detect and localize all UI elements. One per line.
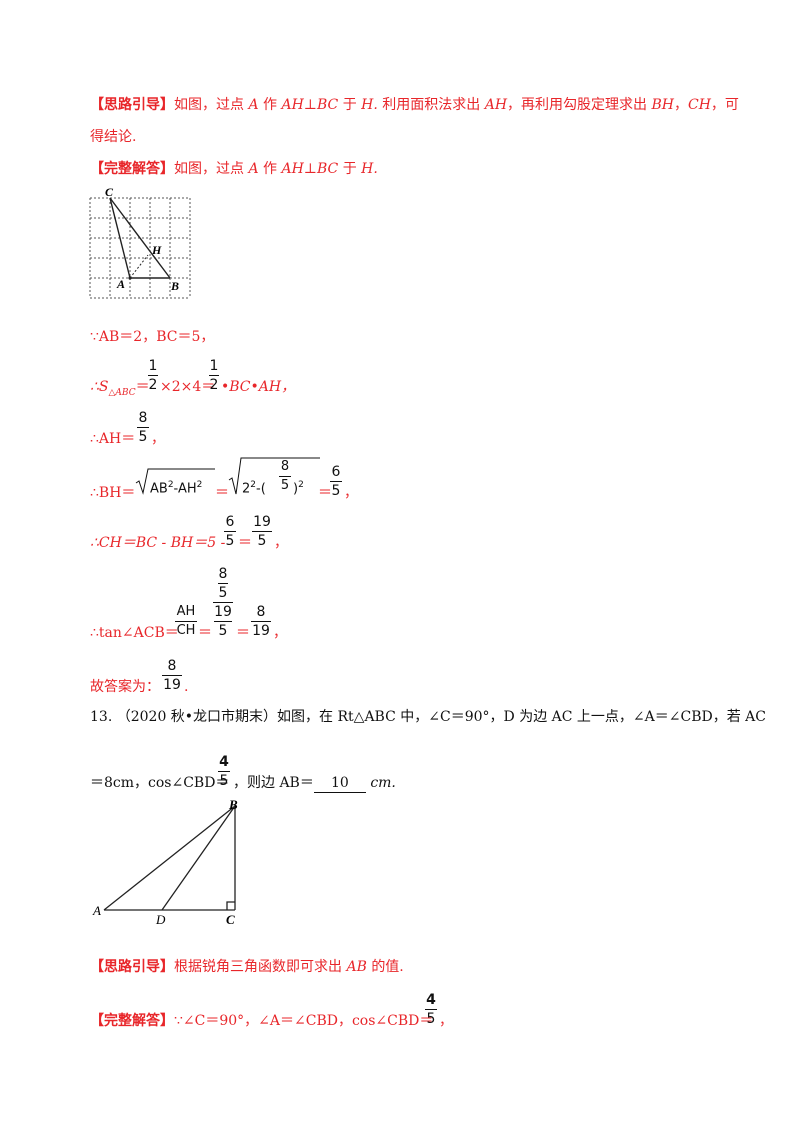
step-2-prefix: ∴S△ABC＝ [90, 379, 150, 398]
segment-cb [109, 197, 171, 279]
tri-label-d: D [155, 912, 166, 926]
question-13-line-1: 13. （2020 秋•龙口市期末）如图，在 Rt△ABC 中，∠C＝90°，D… [90, 709, 766, 725]
step-3: ∴AH＝ [90, 431, 136, 447]
tri-label-c: C [226, 912, 235, 926]
frac-ah-ch: AH CH [175, 604, 197, 638]
grid-figure: C H A B [89, 186, 191, 299]
hint-line-1: 【思路引导】如图，过点 A 作 AH⊥BC 于 H. 利用面积法求出 AH，再利… [90, 97, 739, 113]
question-13-line-2: ＝8cm，cos∠CBD＝ [90, 775, 230, 791]
segment-ah [129, 254, 149, 279]
frac-19-5-a: 19 5 [252, 514, 272, 549]
frac-8-19-a: 8 19 [251, 604, 271, 639]
segment-ca [109, 197, 131, 279]
segment-bd [161, 805, 236, 911]
step-1: ∵AB＝2，BC＝5， [90, 329, 215, 345]
step-5: ∴CH＝BC - BH＝5 - [90, 535, 226, 551]
step-6: ∴tan∠ACB＝ [90, 625, 179, 641]
radical-1 [135, 468, 215, 495]
hint-2: 【思路引导】根据锐角三角函数即可求出 AB 的值. [90, 959, 404, 975]
grid-label-h: H [151, 243, 162, 257]
grid-label-a: A [116, 277, 125, 291]
frac-complex: 8 5 19 5 [213, 566, 233, 639]
segment-ab [103, 805, 236, 911]
triangle-figure: A B C D [92, 797, 238, 926]
tri-label-b: B [228, 797, 238, 812]
answer-tag: 【完整解答】 [90, 161, 174, 177]
hint-line-2: 得结论. [90, 129, 137, 145]
step-4: ∴BH＝ [90, 485, 136, 501]
radical-2 [228, 457, 320, 495]
hint-tag: 【思路引导】 [90, 97, 174, 113]
answer-blank: 10 [313, 774, 366, 793]
tri-label-a: A [92, 903, 101, 918]
right-angle-mark [226, 901, 235, 910]
answer-header-1: 【完整解答】如图，过点 A 作 AH⊥BC 于 H. [90, 161, 378, 177]
final-answer: 故答案为： [90, 679, 160, 695]
grid-label-c: C [105, 186, 114, 199]
frac-8-19-b: 8 19 [162, 658, 182, 693]
grid-label-b: B [170, 279, 179, 293]
answer-2: 【完整解答】∵∠C＝90°，∠A＝∠CBD，cos∠CBD＝ [90, 1013, 434, 1029]
